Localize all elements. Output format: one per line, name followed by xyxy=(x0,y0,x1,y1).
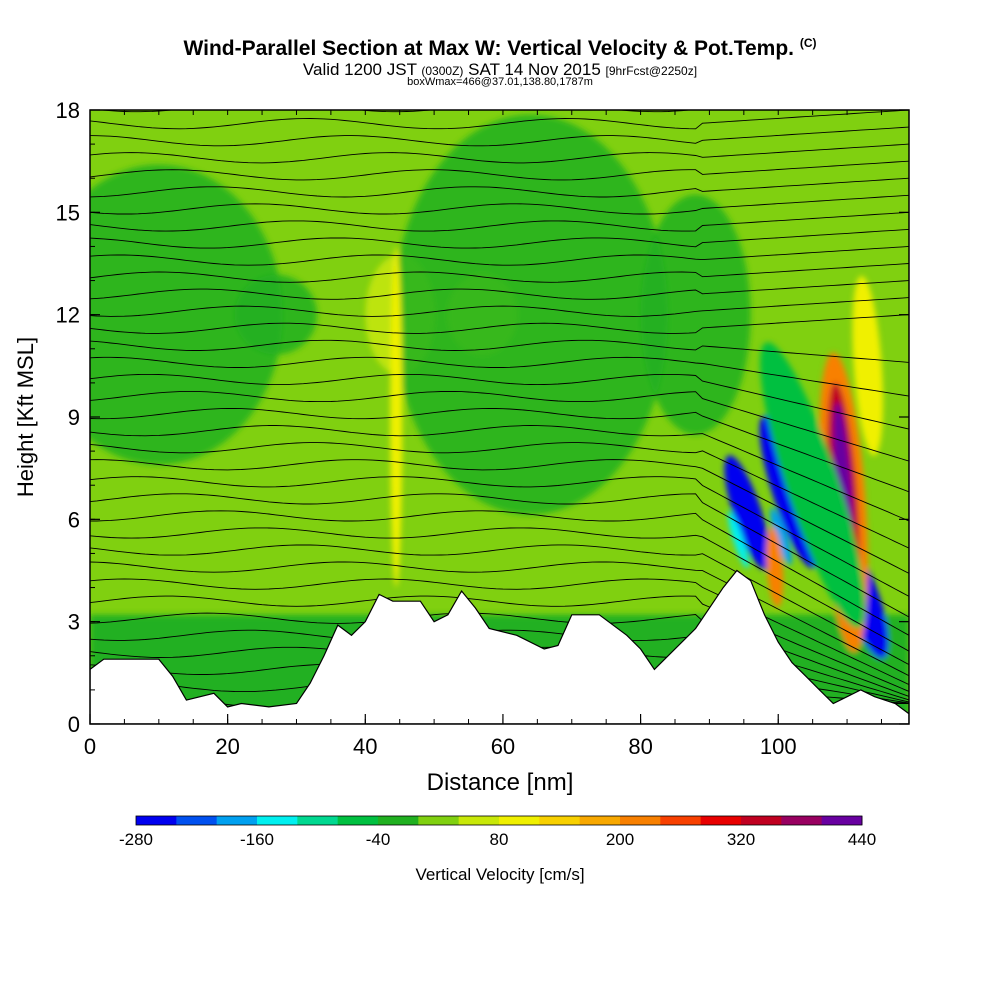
y-tick-label: 15 xyxy=(56,200,80,225)
plot-area xyxy=(90,110,909,724)
w-shade-region xyxy=(90,164,283,465)
isentrope-line xyxy=(90,356,909,397)
isentrope-line xyxy=(90,408,909,493)
colorbar-tick-label: -160 xyxy=(240,830,274,849)
colorbar-frame xyxy=(135,815,863,826)
colorbar-swatch xyxy=(418,816,460,825)
isentrope-line xyxy=(90,143,909,164)
isentrope-line xyxy=(90,527,909,652)
isentrope-line xyxy=(90,297,909,317)
colorbar-swatch xyxy=(781,816,823,825)
colorbar-swatch xyxy=(620,816,661,825)
isentrope-line xyxy=(97,110,696,113)
isentrope-line xyxy=(90,476,909,597)
colorbar-swatch xyxy=(337,816,379,825)
isentrope-line xyxy=(90,194,909,215)
x-tick-label: 100 xyxy=(760,734,797,759)
colorbar-swatch xyxy=(499,816,540,825)
isentrope-line xyxy=(90,390,909,462)
y-tick-label: 12 xyxy=(56,303,80,328)
colorbar-swatch xyxy=(579,816,621,825)
colorbar-tick-label: 320 xyxy=(727,830,755,849)
isentrope-line xyxy=(90,126,909,147)
colorbar-swatch xyxy=(257,816,298,825)
copyright-mark: (C) xyxy=(799,36,817,50)
x-tick-label: 60 xyxy=(491,734,515,759)
y-tick-label: 18 xyxy=(56,98,80,123)
x-tick-label: 40 xyxy=(353,734,377,759)
isentrope-line xyxy=(90,544,909,665)
isentrope-line xyxy=(90,425,909,522)
colorbar-swatch xyxy=(378,816,419,825)
y-tick-label: 9 xyxy=(68,405,80,430)
w-shade-region xyxy=(234,274,318,355)
colorbar-swatch xyxy=(458,816,500,825)
w-core xyxy=(760,342,866,629)
isentrope-line xyxy=(90,510,909,636)
isentrope-line xyxy=(90,459,909,574)
isentrope-line xyxy=(90,110,909,130)
colorbar: -280 -160 -40 80 200 320 440 xyxy=(119,815,876,849)
isentrope-line xyxy=(90,263,909,283)
w-shade-region xyxy=(392,114,669,515)
colorbar-tick-label: -40 xyxy=(366,830,391,849)
boxwmax-label: boxWmax=466@37.01,138.80,1787m xyxy=(407,76,593,88)
y-tick-label: 6 xyxy=(68,507,80,532)
w-core xyxy=(852,276,884,456)
w-core xyxy=(724,455,771,570)
isentrope-line xyxy=(90,280,909,300)
w-core xyxy=(766,527,784,607)
isentrope-line xyxy=(90,211,909,232)
w-core xyxy=(770,507,792,565)
x-tick-label: 80 xyxy=(628,734,652,759)
isentrope-line xyxy=(90,314,909,334)
colorbar-tick-label: 200 xyxy=(606,830,634,849)
colorbar-tick-label: -280 xyxy=(119,830,153,849)
y-axis-label: Height [Kft MSL] xyxy=(13,337,38,497)
x-tick-label: 0 xyxy=(84,734,96,759)
colorbar-tick-label: 440 xyxy=(848,830,876,849)
colorbar-swatch xyxy=(539,816,581,825)
colorbar-tick-label: 80 xyxy=(490,830,509,849)
colorbar-swatch xyxy=(176,816,218,825)
isentrope-line xyxy=(90,493,909,618)
isentrope-line xyxy=(90,245,909,266)
colorbar-swatch xyxy=(700,816,742,825)
colorbar-swatch xyxy=(297,816,339,825)
colorbar-swatch xyxy=(741,816,782,825)
isentrope-line xyxy=(90,442,909,549)
colorbar-swatch xyxy=(136,816,177,825)
isentrope-line xyxy=(90,339,909,363)
x-tick-label: 20 xyxy=(215,734,239,759)
isentrope-line xyxy=(90,578,909,686)
terrain xyxy=(90,569,909,724)
chart-subtitle: Valid 1200 JST (0300Z) SAT 14 Nov 2015 [… xyxy=(302,60,698,79)
isentrope-line xyxy=(90,228,909,249)
chart-title: Wind-Parallel Section at Max W: Vertical… xyxy=(183,36,817,60)
y-tick-label: 0 xyxy=(68,712,80,737)
isentrope-line xyxy=(90,561,909,677)
colorbar-swatch xyxy=(216,816,258,825)
colorbar-swatch xyxy=(660,816,702,825)
isentrope-line xyxy=(90,373,909,430)
isentrope-line xyxy=(90,177,909,198)
isentrope-line xyxy=(90,160,909,181)
x-axis-label: Distance [nm] xyxy=(427,769,574,796)
colorbar-label: Vertical Velocity [cm/s] xyxy=(415,865,584,884)
colorbar-swatch xyxy=(821,816,863,825)
y-tick-label: 3 xyxy=(68,610,80,635)
